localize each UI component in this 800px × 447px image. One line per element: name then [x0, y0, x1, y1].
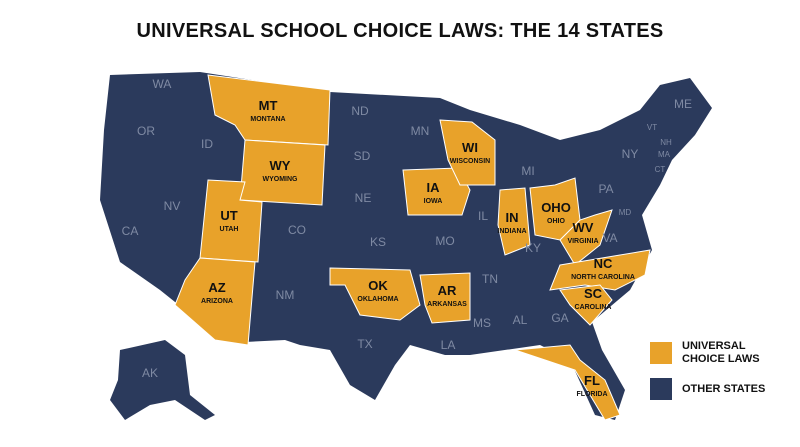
state-label: CA — [122, 224, 139, 238]
state-label: TN — [482, 272, 498, 286]
state-highlight — [239, 139, 326, 206]
legend-swatch — [650, 342, 672, 364]
state-highlight — [497, 187, 531, 256]
state-name: OKLAHOMA — [357, 296, 398, 303]
state-label: MO — [435, 234, 454, 248]
state-name: ARKANSAS — [427, 301, 467, 308]
state-abbr: IA — [427, 180, 441, 195]
state-abbr: FL — [584, 373, 600, 388]
state-label: NE — [355, 191, 372, 205]
state-name: UTAH — [220, 226, 239, 233]
state-name: OHIO — [547, 218, 565, 225]
state-label: AK — [142, 366, 158, 380]
state-name: FLORIDA — [576, 391, 607, 398]
state-label: CT — [655, 165, 666, 174]
us-outline — [100, 72, 712, 420]
state-label: MS — [473, 316, 491, 330]
state-label: SD — [354, 149, 371, 163]
state-highlight — [549, 249, 651, 291]
legend-label: UNIVERSAL CHOICE LAWS — [682, 340, 760, 365]
state-highlight — [419, 272, 471, 324]
state-name: WISCONSIN — [450, 158, 490, 165]
legend-item: OTHER STATES — [650, 378, 782, 400]
state-label: TX — [357, 337, 372, 351]
state-label: CO — [288, 223, 306, 237]
state-label: NY — [622, 147, 639, 161]
legend-label: OTHER STATES — [682, 382, 766, 395]
state-label: NH — [660, 138, 672, 147]
state-abbr: OK — [368, 278, 388, 293]
state-label: MD — [619, 208, 632, 217]
state-label: KY — [525, 241, 541, 255]
state-label: IL — [478, 209, 488, 223]
state-label: NM — [276, 288, 295, 302]
state-label: ID — [201, 137, 213, 151]
state-abbr: AZ — [208, 280, 225, 295]
state-label: ND — [351, 104, 369, 118]
state-label: NV — [164, 199, 181, 213]
title: UNIVERSAL SCHOOL CHOICE LAWS: THE 14 STA… — [136, 20, 664, 42]
state-label: GA — [551, 311, 568, 325]
state-name: CAROLINA — [575, 304, 612, 311]
state-label: AL — [513, 313, 528, 327]
state-abbr: WY — [270, 158, 291, 173]
state-name: MONTANA — [250, 116, 285, 123]
state-label: OR — [137, 124, 155, 138]
state-abbr: WV — [573, 220, 594, 235]
state-abbr: SC — [584, 286, 603, 301]
state-label: MN — [411, 124, 430, 138]
state-abbr: NC — [594, 256, 613, 271]
state-abbr: UT — [220, 208, 237, 223]
state-name: ARIZONA — [201, 298, 233, 305]
state-name: INDIANA — [497, 228, 526, 235]
state-highlight — [559, 284, 613, 326]
state-name: NORTH CAROLINA — [571, 274, 635, 281]
state-label: LA — [441, 338, 456, 352]
legend-item: UNIVERSAL CHOICE LAWS — [650, 340, 782, 366]
state-abbr: OHO — [541, 200, 571, 215]
state-highlight — [439, 119, 496, 186]
alaska — [110, 340, 215, 420]
state-highlight — [514, 344, 621, 421]
state-label: MI — [521, 164, 534, 178]
state-label: ME — [674, 97, 692, 111]
state-label: PA — [598, 182, 613, 196]
state-label: WA — [153, 77, 172, 91]
state-highlight — [402, 167, 471, 216]
state-label: MA — [658, 150, 671, 159]
state-name: WYOMING — [263, 176, 299, 183]
state-abbr: IN — [506, 210, 519, 225]
state-name: IOWA — [424, 198, 443, 205]
state-label: VT — [647, 123, 657, 132]
state-abbr: WI — [462, 140, 478, 155]
state-abbr: MT — [259, 98, 278, 113]
state-name: VIRGINIA — [567, 238, 598, 245]
state-abbr: AR — [438, 283, 457, 298]
state-highlight — [174, 257, 256, 346]
state-highlight — [329, 267, 421, 321]
state-label: VA — [602, 231, 617, 245]
state-label: KS — [370, 235, 386, 249]
legend-swatch — [650, 378, 672, 400]
